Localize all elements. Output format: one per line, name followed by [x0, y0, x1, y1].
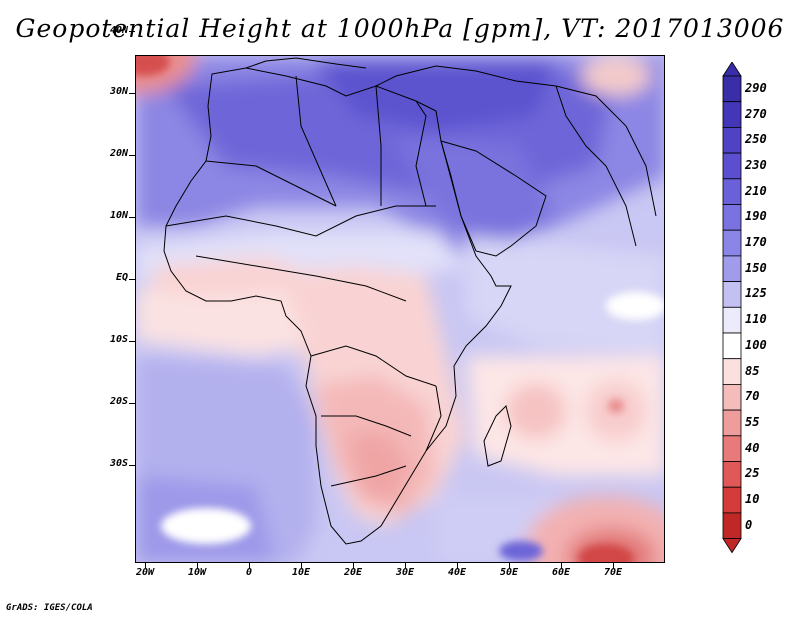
map-panel	[135, 55, 665, 563]
lat-label-10n: 10N	[109, 210, 128, 221]
colorbar-top-arrow	[722, 62, 742, 77]
lon-tick	[249, 563, 250, 568]
lat-label-eq: EQ	[115, 272, 128, 283]
colorbar-level-label: 70	[745, 389, 760, 404]
colorbar-cell	[722, 409, 742, 437]
colorbar-cell	[722, 204, 742, 231]
lon-tick	[301, 563, 302, 568]
lon-label-30e: 30E	[395, 567, 415, 578]
lat-label-20n: 20N	[109, 148, 128, 159]
lat-tick	[129, 93, 135, 94]
colorbar-level-label: 10	[745, 492, 760, 507]
lon-label-40e: 40E	[447, 567, 467, 578]
colorbar-level-label: 190	[745, 209, 767, 224]
colorbar-cell	[722, 358, 742, 385]
colorbar-cell	[722, 101, 742, 128]
colorbar-cell	[722, 75, 742, 103]
lon-tick	[353, 563, 354, 568]
lat-tick	[129, 31, 135, 32]
colorbar-cell	[722, 255, 742, 282]
lat-tick	[129, 341, 135, 342]
colorbar-cell	[722, 306, 742, 334]
colorbar-level-label: 0	[745, 517, 753, 532]
colorbar	[722, 62, 742, 554]
colorbar-cell	[722, 461, 742, 488]
colorbar-level-label: 250	[745, 132, 767, 147]
field-shading	[136, 56, 664, 562]
colorbar-level-label: 170	[745, 235, 767, 250]
lon-label-0: 0	[245, 567, 253, 578]
lat-tick	[129, 217, 135, 218]
colorbar-level-label: 270	[745, 106, 767, 121]
colorbar-cell	[722, 512, 742, 539]
colorbar-cells	[722, 62, 742, 554]
lat-label-30n: 30N	[109, 86, 128, 97]
colorbar-cell	[722, 383, 742, 411]
colorbar-level-label: 210	[745, 183, 767, 198]
lon-tick	[197, 563, 198, 568]
lon-label-70e: 70E	[603, 567, 623, 578]
colorbar-level-label: 110	[745, 312, 767, 327]
footer-credit: GrADS: IGES/COLA	[6, 603, 93, 613]
colorbar-level-label: 40	[745, 440, 760, 455]
lon-tick	[145, 563, 146, 568]
lat-tick	[129, 155, 135, 156]
field-detail	[136, 56, 664, 562]
lat-label-10s: 10S	[109, 334, 128, 345]
colorbar-cell	[722, 281, 742, 308]
colorbar-level-label: 150	[745, 260, 767, 275]
colorbar-cell	[722, 435, 742, 462]
colorbar-cell	[722, 229, 742, 257]
lon-label-20e: 20E	[343, 567, 363, 578]
lat-tick	[129, 279, 135, 280]
lon-tick	[457, 563, 458, 568]
lon-label-50e: 50E	[499, 567, 519, 578]
lat-label-30s: 30S	[109, 458, 128, 469]
colorbar-level-label: 290	[745, 80, 767, 95]
colorbar-level-label: 25	[745, 466, 760, 481]
colorbar-bottom-arrow	[722, 538, 742, 554]
lon-label-10w: 10W	[187, 567, 207, 578]
lon-label-10e: 10E	[291, 567, 311, 578]
lat-tick	[129, 403, 135, 404]
lat-label-40n: 40N	[109, 25, 128, 36]
colorbar-cell	[722, 486, 742, 514]
map-title: Geopotential Height at 1000hPa [gpm], VT…	[15, 14, 785, 43]
lon-tick	[405, 563, 406, 568]
lon-label-60e: 60E	[551, 567, 571, 578]
lon-tick	[613, 563, 614, 568]
colorbar-level-label: 55	[745, 414, 760, 429]
lat-label-20s: 20S	[109, 396, 128, 407]
colorbar-cell	[722, 178, 742, 205]
colorbar-cell	[722, 332, 742, 360]
lon-tick	[509, 563, 510, 568]
colorbar-cell	[722, 152, 742, 180]
colorbar-level-label: 125	[745, 286, 767, 301]
colorbar-level-label: 230	[745, 157, 767, 172]
lat-tick	[129, 465, 135, 466]
colorbar-cell	[722, 127, 742, 154]
colorbar-level-label: 100	[745, 337, 767, 352]
lon-tick	[561, 563, 562, 568]
map-field	[136, 56, 664, 562]
colorbar-level-label: 85	[745, 363, 760, 378]
lon-label-20w: 20W	[135, 567, 155, 578]
coastlines	[163, 57, 657, 545]
